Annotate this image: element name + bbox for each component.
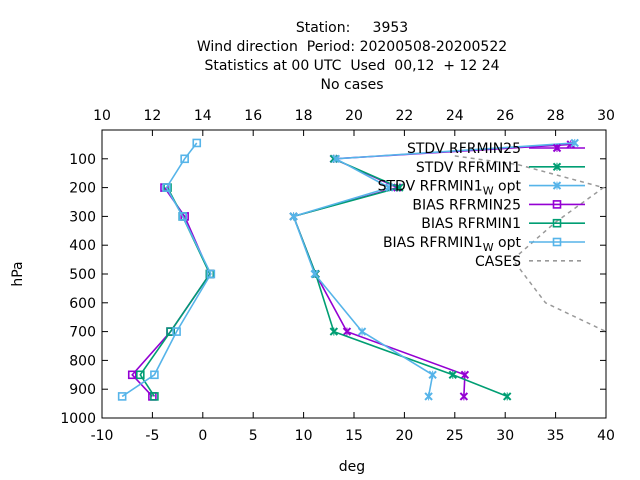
y-tick-label: 1000: [60, 411, 96, 427]
y-tick-label: 800: [69, 353, 96, 369]
data-point-x-marker: [424, 392, 433, 401]
x-bottom-tick-label: 30: [496, 428, 514, 444]
x-bottom-tick-label: 10: [295, 428, 313, 444]
series-6: [117, 138, 216, 401]
data-point-x-marker: [448, 370, 457, 380]
series-line: [292, 142, 575, 397]
title-line-3: Statistics at 00 UTC Used 00,12 + 12 24: [204, 58, 499, 74]
data-point-x-marker: [552, 181, 562, 190]
data-point-x-marker: [552, 162, 562, 172]
data-point-square-marker: [552, 200, 562, 209]
title-line-4: No cases: [321, 77, 384, 93]
title-line-2: Wind direction Period: 20200508-20200522: [197, 39, 507, 55]
legend-label: BIAS RFRMIN1: [421, 216, 521, 232]
y-tick-label: 600: [69, 296, 96, 312]
y-tick-label: 700: [69, 325, 96, 341]
x-bottom-tick-label: -5: [145, 428, 159, 444]
y-tick-label: 200: [69, 181, 96, 197]
x-axis-label: deg: [339, 459, 365, 475]
data-point-square-marker: [172, 327, 181, 336]
x-top-tick-label: 10: [93, 108, 111, 124]
data-point-x-marker: [342, 327, 352, 336]
y-tick-label: 500: [69, 267, 96, 283]
title-line-1: Station: 3953: [296, 20, 408, 36]
data-point-x-marker: [385, 183, 394, 192]
data-point-x-marker: [503, 392, 512, 401]
data-point-square-marker: [166, 327, 175, 336]
data-point-square-marker: [162, 183, 171, 192]
data-point-x-marker: [329, 327, 339, 336]
y-tick-label: 300: [69, 209, 96, 225]
x-bottom-tick-label: 20: [395, 428, 413, 444]
y-tick-label: 400: [69, 238, 96, 254]
x-bottom-tick-label: -10: [91, 428, 114, 444]
legend-entry: STDV RFRMIN1W opt: [378, 179, 585, 198]
data-point-x-marker: [460, 370, 470, 380]
x-bottom-tick-label: 40: [597, 428, 615, 444]
legend-label: BIAS RFRMIN1W opt: [383, 235, 522, 254]
plot-frame: [101, 129, 607, 419]
y-tick-label: 100: [69, 152, 96, 168]
data-point-x-marker: [428, 370, 437, 380]
plot-border: [101, 129, 607, 419]
legend-label: STDV RFRMIN1: [416, 160, 521, 176]
x-bottom-tick-label: 5: [249, 428, 258, 444]
legend: STDV RFRMIN25 STDV RFRMIN1 STDV RFRMIN1W o…: [378, 141, 585, 270]
x-top-tick-label: 18: [295, 108, 313, 124]
legend-entry: STDV RFRMIN25: [407, 141, 585, 157]
data-point-x-marker: [552, 143, 562, 153]
legend-entry: BIAS RFRMIN25: [412, 197, 585, 213]
legend-label: STDV RFRMIN1W opt: [378, 179, 522, 198]
x-top-tick-label: 22: [395, 108, 413, 124]
data-point-square-marker: [180, 154, 189, 164]
data-point-square-marker: [150, 392, 159, 401]
data-point-x-marker: [459, 392, 469, 401]
data-point-square-marker: [178, 212, 187, 221]
x-top-tick-label: 20: [345, 108, 363, 124]
x-top-tick-label: 30: [597, 108, 615, 124]
legend-label: STDV RFRMIN25: [407, 141, 521, 157]
x-bottom-tick-label: 15: [345, 428, 363, 444]
legend-label: CASES: [475, 254, 521, 270]
series-3: [289, 138, 579, 401]
axis-ticks: -10 -5 0 5 10 15 20 25 30 35 40 10 12 14 16 18 20 22 24 26 2…: [60, 108, 615, 444]
x-top-tick-label: 16: [244, 108, 262, 124]
data-point-square-marker: [552, 218, 562, 228]
data-point-square-marker: [127, 370, 137, 380]
data-point-square-marker: [150, 370, 159, 380]
y-axis-label: hPa: [10, 261, 26, 286]
x-top-tick-label: 24: [446, 108, 464, 124]
data-point-square-marker: [136, 370, 145, 380]
x-top-tick-label: 12: [143, 108, 161, 124]
series-7: [454, 155, 607, 333]
x-top-tick-label: 26: [496, 108, 514, 124]
data-point-square-marker: [206, 269, 216, 279]
data-point-x-marker: [570, 138, 579, 148]
legend-entry: BIAS RFRMIN1: [421, 216, 585, 232]
x-bottom-tick-label: 0: [198, 428, 207, 444]
series-line: [121, 142, 212, 398]
data-point-square-marker: [117, 392, 127, 401]
legend-entry: STDV RFRMIN1: [416, 160, 585, 176]
chart-title: Station: 3953 Wind direction Period: 2020…: [197, 20, 507, 93]
x-top-tick-label: 14: [194, 108, 212, 124]
data-point-square-marker: [192, 138, 202, 148]
data-point-x-marker: [331, 154, 341, 164]
data-point-x-marker: [395, 183, 404, 192]
data-point-x-marker: [357, 327, 367, 336]
data-point-square-marker: [552, 237, 562, 247]
legend-entry: BIAS RFRMIN1W opt: [383, 235, 585, 254]
data-point-x-marker: [310, 269, 319, 279]
x-bottom-tick-label: 25: [446, 428, 464, 444]
series-5: [136, 183, 215, 401]
legend-entry: CASES: [475, 254, 585, 270]
x-bottom-tick-label: 35: [547, 428, 565, 444]
series-layer: [117, 138, 607, 401]
y-tick-label: 900: [69, 382, 96, 398]
data-point-x-marker: [289, 212, 298, 221]
series-line: [454, 155, 607, 333]
legend-label: BIAS RFRMIN25: [412, 197, 521, 213]
x-top-tick-label: 28: [547, 108, 565, 124]
